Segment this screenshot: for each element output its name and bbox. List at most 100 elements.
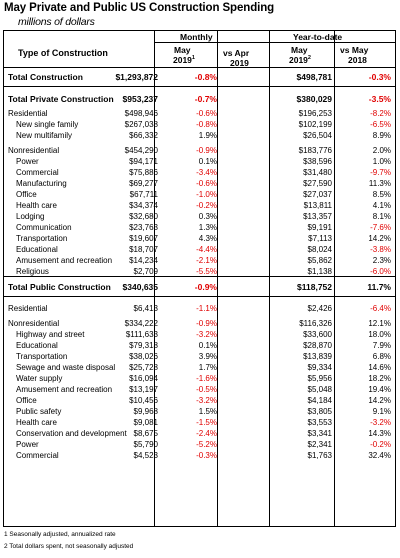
table-row: Lodging $32,680 0.3% $13,357 8.1% [4, 211, 395, 222]
ytd-2019-value: $26,504 [303, 131, 332, 140]
header-divider [154, 42, 395, 43]
table-row: Transportation $38,026 3.9% $13,839 6.8% [4, 351, 395, 362]
vs-apr-change: 1.7% [198, 363, 217, 372]
vs-may-change: 14.2% [368, 234, 391, 243]
table-row: Transportation $19,607 4.3% $7,113 14.2% [4, 233, 395, 244]
ytd-2019-value: $1,763 [307, 451, 332, 460]
row-label: Residential [8, 304, 48, 313]
row-label: Commercial [16, 168, 59, 177]
section-divider [4, 86, 395, 87]
vs-may-change: -0.3% [368, 72, 391, 82]
row-label: Power [16, 440, 39, 449]
page-title: May Private and Public US Construction S… [4, 2, 275, 14]
row-label: Water supply [16, 374, 63, 383]
header-vs-apr: vs Apr [223, 48, 250, 58]
vs-apr-change: -4.4% [196, 245, 217, 254]
may-2019-value: $14,234 [129, 256, 158, 265]
header-may-2019-year: 20191 [173, 55, 195, 65]
table-row: Total Public Construction $340,635 -0.9% $1… [4, 282, 395, 293]
row-label: Conservation and development [16, 429, 127, 438]
spending-table: Monthly Year-to-date Type of Constructio… [3, 30, 396, 527]
row-label: Public safety [16, 407, 62, 416]
table-row: New multifamily $66,332 1.9% $26,504 8.9% [4, 130, 395, 141]
vs-may-change: 11.7% [367, 282, 391, 292]
row-label: Office [16, 190, 37, 199]
header-type: Type of Construction [18, 48, 108, 58]
ytd-2019-value: $498,781 [296, 72, 332, 82]
row-label: Educational [16, 245, 58, 254]
ytd-2019-value: $33,600 [303, 330, 332, 339]
table-row: Nonresidential $334,222 -0.9% $116,326 12.1% [4, 318, 395, 329]
header-monthly: Monthly [180, 32, 213, 42]
header-may-2019b-year: 20192 [289, 55, 311, 65]
vs-apr-change: -0.8% [196, 120, 217, 129]
may-2019-value: $454,290 [124, 146, 158, 155]
table-row: Educational $79,318 0.1% $28,870 7.9% [4, 340, 395, 351]
ytd-2019-value: $38,596 [303, 157, 332, 166]
may-2019-value: $38,026 [129, 352, 158, 361]
vs-apr-change: -0.6% [196, 179, 217, 188]
table-row: Highway and street $111,633 -3.2% $33,600 18… [4, 329, 395, 340]
table-row: Health care $9,081 -1.5% $3,553 -3.2% [4, 417, 395, 428]
ytd-2019-value: $116,326 [299, 319, 332, 328]
table-row: Power $94,171 0.1% $38,596 1.0% [4, 156, 395, 167]
may-2019-value: $75,886 [129, 168, 158, 177]
ytd-2019-value: $9,334 [307, 363, 332, 372]
may-2019-value: $6,413 [133, 304, 158, 313]
row-label: New multifamily [16, 131, 73, 140]
ytd-2019-value: $4,184 [307, 396, 332, 405]
may-2019-value: $10,456 [129, 396, 158, 405]
may-2019-value: $69,277 [129, 179, 158, 188]
may-2019-value: $267,038 [124, 120, 158, 129]
may-2019-value: $94,171 [129, 157, 158, 166]
table-row: Nonresidential $454,290 -0.9% $183,776 2.0% [4, 145, 395, 156]
header-may-2019-label: May [174, 45, 191, 55]
may-2019-value: $498,946 [124, 109, 158, 118]
table-row: Commercial $75,886 -3.4% $31,480 -9.7% [4, 167, 395, 178]
vs-apr-change: -3.4% [196, 168, 217, 177]
table-row: Office $10,456 -3.2% $4,184 14.2% [4, 395, 395, 406]
row-label: Residential [8, 109, 48, 118]
may-2019-value: $953,237 [122, 94, 158, 104]
table-row: Communication $23,763 1.3% $9,191 -7.6% [4, 222, 395, 233]
vs-apr-change: -1.1% [196, 304, 217, 313]
vs-may-change: -7.6% [370, 223, 391, 232]
vs-may-change: 2.3% [372, 256, 391, 265]
ytd-2019-value: $5,862 [307, 256, 332, 265]
row-label: Power [16, 157, 39, 166]
vs-may-change: -3.2% [370, 418, 391, 427]
vs-may-change: 19.4% [368, 385, 391, 394]
vs-may-change: 18.0% [368, 330, 391, 339]
ytd-2019-value: $2,341 [307, 440, 332, 449]
column-divider [269, 31, 270, 526]
may-2019-value: $9,968 [133, 407, 158, 416]
ytd-2019-value: $13,811 [303, 201, 332, 210]
may-2019-value: $32,680 [129, 212, 158, 221]
vs-apr-change: -0.9% [196, 319, 217, 328]
row-label: Health care [16, 201, 57, 210]
ytd-2019-value: $27,037 [303, 190, 332, 199]
table-row: Health care $34,374 -0.2% $13,811 4.1% [4, 200, 395, 211]
vs-apr-change: 0.3% [198, 212, 217, 221]
table-row: Water supply $16,094 -1.6% $5,956 18.2% [4, 373, 395, 384]
table-row: Conservation and development $8,675 -2.4% $… [4, 428, 395, 439]
may-2019-value: $1,293,872 [115, 72, 158, 82]
vs-may-change: 8.5% [372, 190, 391, 199]
vs-may-change: 12.1% [368, 319, 391, 328]
row-label: Highway and street [16, 330, 85, 339]
header-ytd: Year-to-date [293, 32, 343, 42]
ytd-2019-value: $380,029 [296, 94, 332, 104]
may-2019-value: $23,763 [129, 223, 158, 232]
vs-apr-change: -0.3% [196, 451, 217, 460]
ytd-2019-value: $196,253 [298, 109, 332, 118]
row-label: Office [16, 396, 37, 405]
ytd-2019-value: $13,357 [303, 212, 332, 221]
row-label: Total Public Construction [8, 282, 111, 292]
ytd-2019-value: $3,805 [307, 407, 332, 416]
vs-may-change: 8.9% [372, 131, 391, 140]
row-label: New single family [16, 120, 79, 129]
may-2019-value: $79,318 [129, 341, 158, 350]
vs-may-change: -9.7% [370, 168, 391, 177]
ytd-2019-value: $102,199 [298, 120, 332, 129]
footnote-1: 1 Seasonally adjusted, annualized rate [4, 531, 116, 538]
